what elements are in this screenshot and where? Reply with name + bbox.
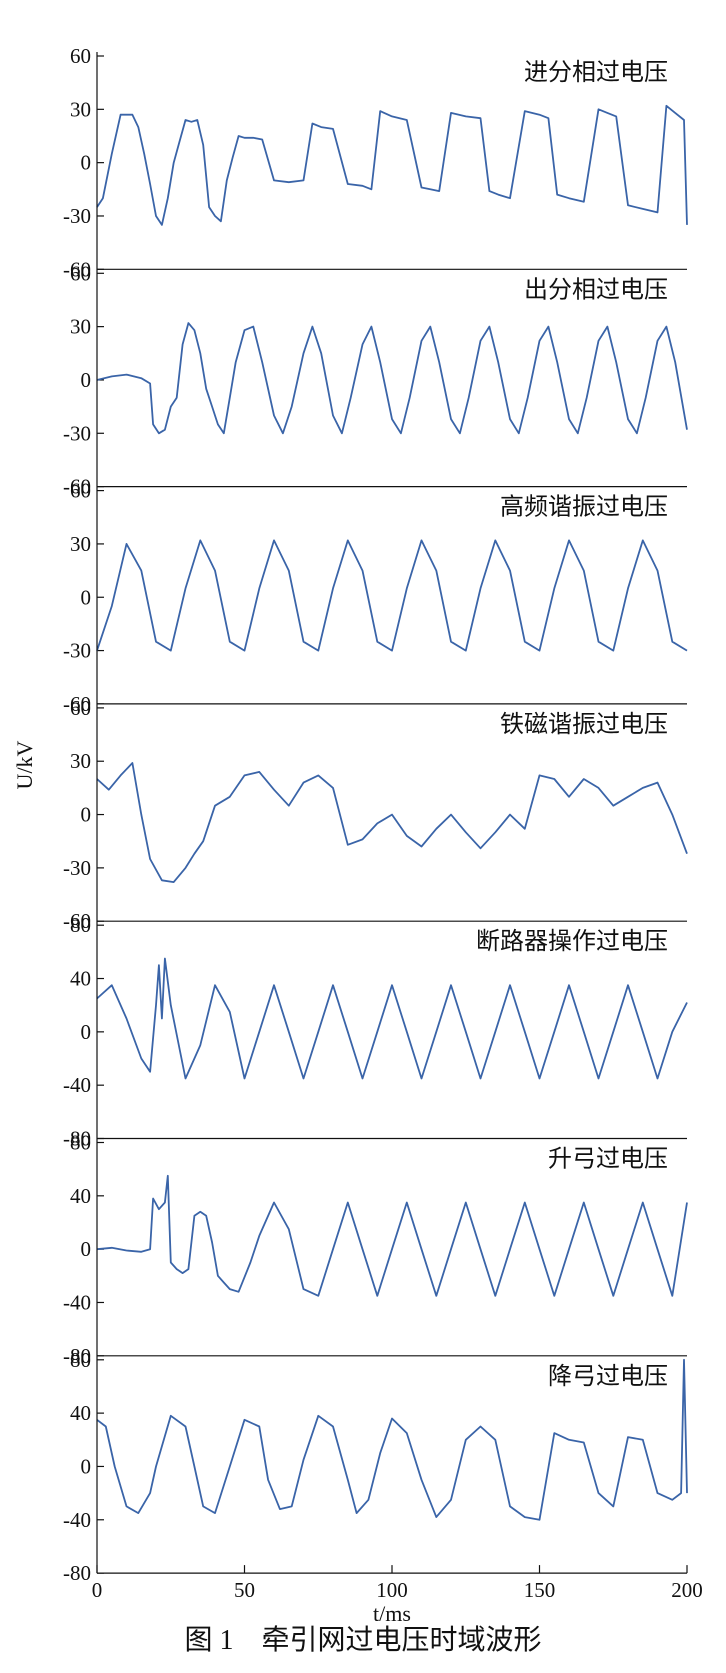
panel-6-ytick-label: -40: [63, 1290, 91, 1314]
panel-4-ytick-label: -60: [63, 909, 91, 933]
panel-7-ytick-label: 80: [70, 1348, 91, 1372]
panel-6-series-line: [96, 1174, 688, 1297]
panel-4-ytick-label: 30: [70, 749, 91, 773]
panel-5-ytick-label: 80: [70, 913, 91, 937]
panel-3-series-line: [96, 539, 688, 652]
panel-1-ytick-label: -60: [63, 257, 91, 281]
panel-7-series-line: [96, 1358, 688, 1521]
panel-6-ytick-label: -80: [63, 1344, 91, 1368]
panel-3-ytick-label: -30: [63, 639, 91, 663]
panel-6-ytick-label: 40: [70, 1184, 91, 1208]
panel-2-ytick-label: 60: [70, 261, 91, 285]
panel-4-title: 铁磁谐振过电压: [500, 711, 668, 738]
panel-2-ytick-label: -30: [63, 421, 91, 445]
panel-7-title: 降弓过电压: [548, 1363, 668, 1390]
panel-7-ytick-label: -40: [63, 1508, 91, 1532]
panel-3-ytick-label: 30: [70, 532, 91, 556]
panel-1-ytick-label: 30: [70, 97, 91, 121]
panel-5-ytick-label: 40: [70, 967, 91, 991]
panel-4-ytick-label: -30: [63, 856, 91, 880]
x-tick-label: 200: [671, 1578, 703, 1602]
panel-7-ytick-label: -80: [63, 1561, 91, 1585]
panel-1-series-line: [96, 104, 688, 226]
panel-1-ytick-label: -30: [63, 204, 91, 228]
panel-7-ytick-label: 0: [81, 1454, 92, 1478]
panel-5-ytick-label: -80: [63, 1127, 91, 1151]
panel-4-ytick-label: 60: [70, 696, 91, 720]
panel-6-ytick-label: 0: [81, 1237, 92, 1261]
panel-1-ytick-label: 60: [70, 44, 91, 68]
panel-5-title: 断路器操作过电压: [476, 928, 668, 955]
panel-2-ytick-label: 0: [81, 368, 92, 392]
panel-1-ytick-label: 0: [81, 151, 92, 175]
panel-4-series-line: [96, 762, 688, 883]
panel-6-ytick-label: 80: [70, 1131, 91, 1155]
panel-3-title: 高频谐振过电压: [500, 494, 668, 521]
panel-3-ytick-label: -60: [63, 692, 91, 716]
x-axis-label: t/ms: [373, 1601, 411, 1626]
panel-7-ytick-label: 40: [70, 1401, 91, 1425]
x-tick-label: 50: [234, 1578, 255, 1602]
panel-2-series-line: [96, 322, 688, 435]
x-tick-label: 0: [92, 1578, 103, 1602]
x-tick-label: 100: [376, 1578, 408, 1602]
panel-2-title: 出分相过电压: [524, 276, 668, 303]
panel-3-ytick-label: 60: [70, 479, 91, 503]
x-tick-label: 150: [524, 1578, 556, 1602]
panel-2-ytick-label: -60: [63, 475, 91, 499]
panel-5-series-line: [96, 957, 688, 1080]
panel-5-ytick-label: -40: [63, 1073, 91, 1097]
y-axis-label: U/kV: [12, 740, 37, 789]
panel-1-title: 进分相过电压: [524, 59, 668, 86]
panel-5-ytick-label: 0: [81, 1020, 92, 1044]
panel-6-title: 升弓过电压: [548, 1146, 668, 1173]
figure-caption: 图 1 牵引网过电压时域波形: [184, 1625, 542, 1656]
panel-3-ytick-label: 0: [81, 585, 92, 609]
panel-2-ytick-label: 30: [70, 315, 91, 339]
panel-4-ytick-label: 0: [81, 803, 92, 827]
